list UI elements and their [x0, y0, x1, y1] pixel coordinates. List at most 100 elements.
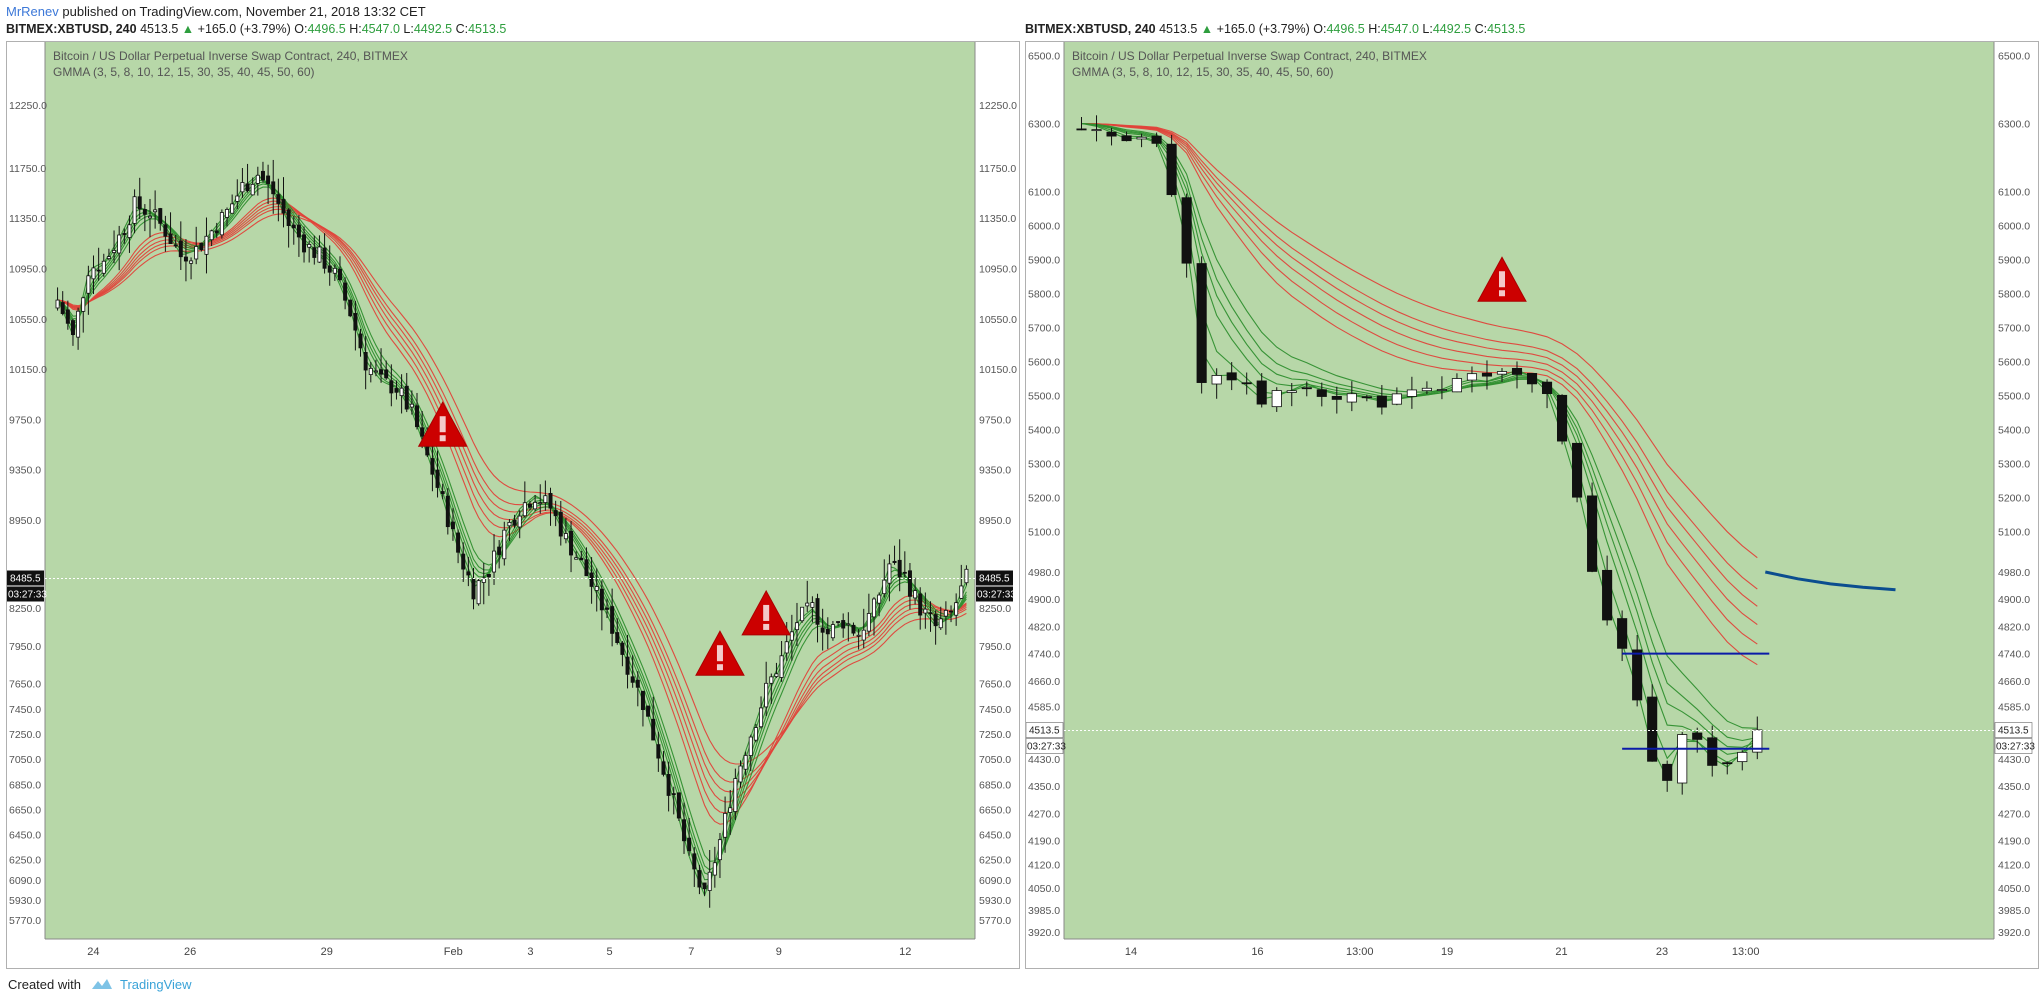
- candle-body: [923, 608, 928, 614]
- candle-body: [697, 870, 702, 888]
- candle-body: [430, 458, 435, 475]
- chart-svg-right[interactable]: 6500.0 6500.0 6300.0 6300.0 6100.0 6100.0 6000…: [1026, 42, 2038, 968]
- candle-body: [1647, 696, 1658, 762]
- candle-body: [230, 203, 235, 214]
- y-tick-label-right: 9350.0: [979, 465, 1011, 477]
- y-tick-label-left: 7650.0: [9, 679, 41, 691]
- candle-body: [266, 175, 271, 184]
- candle-body: [1361, 396, 1372, 399]
- y-tick-label-left: 4585.0: [1028, 701, 1060, 713]
- published-header: MrRenev published on TradingView.com, No…: [6, 4, 426, 19]
- last-price-box: [976, 570, 1013, 586]
- candle-body: [189, 260, 194, 264]
- candle-body: [1602, 569, 1613, 621]
- countdown-box: [1994, 738, 2033, 754]
- candle-body: [1166, 143, 1177, 196]
- candle-body: [235, 195, 240, 202]
- candle-body: [348, 299, 353, 317]
- warning-icon: [417, 401, 468, 447]
- candle-body: [492, 550, 497, 573]
- y-tick-label-left: 4820.0: [1028, 621, 1060, 633]
- candle-body: [861, 629, 866, 641]
- last-price-box: [1026, 722, 1064, 738]
- countdown-label: 03:27:33: [8, 590, 47, 601]
- candle-body: [507, 522, 512, 527]
- gmma-line: [57, 203, 967, 803]
- candle-body: [687, 837, 692, 852]
- candle-body: [877, 594, 882, 604]
- gmma-line: [57, 213, 967, 765]
- y-tick-label-left: 6100.0: [1028, 187, 1060, 199]
- candle-body: [137, 196, 142, 210]
- y-tick-label-right: 5930.0: [979, 895, 1011, 907]
- candle-body: [584, 559, 589, 577]
- y-tick-label-left: 8250.0: [9, 603, 41, 615]
- candle-body: [625, 656, 630, 675]
- open-label: O:: [1313, 22, 1327, 36]
- candle-body: [409, 403, 414, 408]
- candle-body: [702, 882, 707, 890]
- gmma-line: [57, 176, 967, 891]
- created-with-text: Created with: [8, 977, 81, 992]
- candle-body: [774, 673, 779, 677]
- y-tick-label-right: 5600.0: [1998, 356, 2030, 368]
- y-tick-label-right: 4430.0: [1998, 754, 2030, 766]
- chart-svg-left[interactable]: 12250.0 12250.0 11750.0 11750.0 11350.0 11350…: [7, 42, 1019, 968]
- gmma-line: [1081, 122, 1758, 590]
- candle-body: [368, 367, 373, 375]
- y-tick-label-right: 9750.0: [979, 414, 1011, 426]
- candle-body: [789, 631, 794, 641]
- candle-body: [1752, 729, 1763, 753]
- x-tick-label: 29: [321, 946, 333, 958]
- x-tick-label: 16: [1251, 946, 1263, 958]
- candle-body: [307, 244, 312, 248]
- warning-dot: [1498, 290, 1505, 297]
- chart-panel-right[interactable]: 6500.0 6500.0 6300.0 6300.0 6100.0 6100.0 6000…: [1025, 41, 2039, 969]
- y-tick-label-left: 5600.0: [1028, 356, 1060, 368]
- y-tick-label-right: 5770.0: [979, 915, 1011, 927]
- candle-body: [209, 230, 214, 241]
- candle-body: [599, 588, 604, 611]
- low-value: 4492.5: [413, 22, 453, 36]
- x-tick-label: 12: [899, 946, 911, 958]
- warning-bar: [716, 645, 723, 662]
- chart-panel-left[interactable]: 12250.0 12250.0 11750.0 11750.0 11350.0 11350…: [6, 41, 1020, 969]
- candle-body: [450, 521, 455, 530]
- y-tick-label-right: 7050.0: [979, 754, 1011, 766]
- y-tick-label-left: 7250.0: [9, 729, 41, 741]
- y-tick-label-left: 3985.0: [1028, 905, 1060, 917]
- low-value: 4492.5: [1432, 22, 1472, 36]
- candle-body: [784, 641, 789, 654]
- x-tick-label: 26: [184, 946, 196, 958]
- candle-body: [194, 246, 199, 260]
- y-tick-label-right: 5900.0: [1998, 254, 2030, 266]
- y-tick-label-right: 10550.0: [979, 314, 1017, 326]
- candle-body: [1106, 131, 1117, 137]
- candle-body: [173, 244, 178, 247]
- candle-body: [1121, 135, 1132, 142]
- candle-body: [281, 199, 286, 214]
- candle-body: [589, 572, 594, 587]
- x-tick-label: 23: [1656, 946, 1668, 958]
- candle-body: [1226, 372, 1237, 381]
- tradingview-link[interactable]: TradingView: [120, 977, 192, 992]
- open-label: O:: [294, 22, 308, 36]
- candle-body: [96, 269, 101, 272]
- price-change: +165.0 (+3.79%): [197, 22, 291, 36]
- candle-body: [1722, 762, 1733, 765]
- y-tick-label-left: 4350.0: [1028, 781, 1060, 793]
- author-link[interactable]: MrRenev: [6, 4, 59, 19]
- candle-body: [897, 559, 902, 578]
- y-tick-label-right: 6450.0: [979, 830, 1011, 842]
- y-tick-label-left: 4740.0: [1028, 649, 1060, 661]
- candle-body: [1346, 393, 1357, 403]
- x-tick-label: 21: [1555, 946, 1567, 958]
- candle-body: [512, 519, 517, 526]
- candle-body: [481, 577, 486, 583]
- y-tick-label-right: 4350.0: [1998, 781, 2030, 793]
- y-tick-label-right: 6090.0: [979, 875, 1011, 887]
- y-tick-label-left: 5300.0: [1028, 458, 1060, 470]
- candle-body: [127, 224, 132, 238]
- candle-body: [435, 469, 440, 488]
- y-tick-label-left: 5200.0: [1028, 492, 1060, 504]
